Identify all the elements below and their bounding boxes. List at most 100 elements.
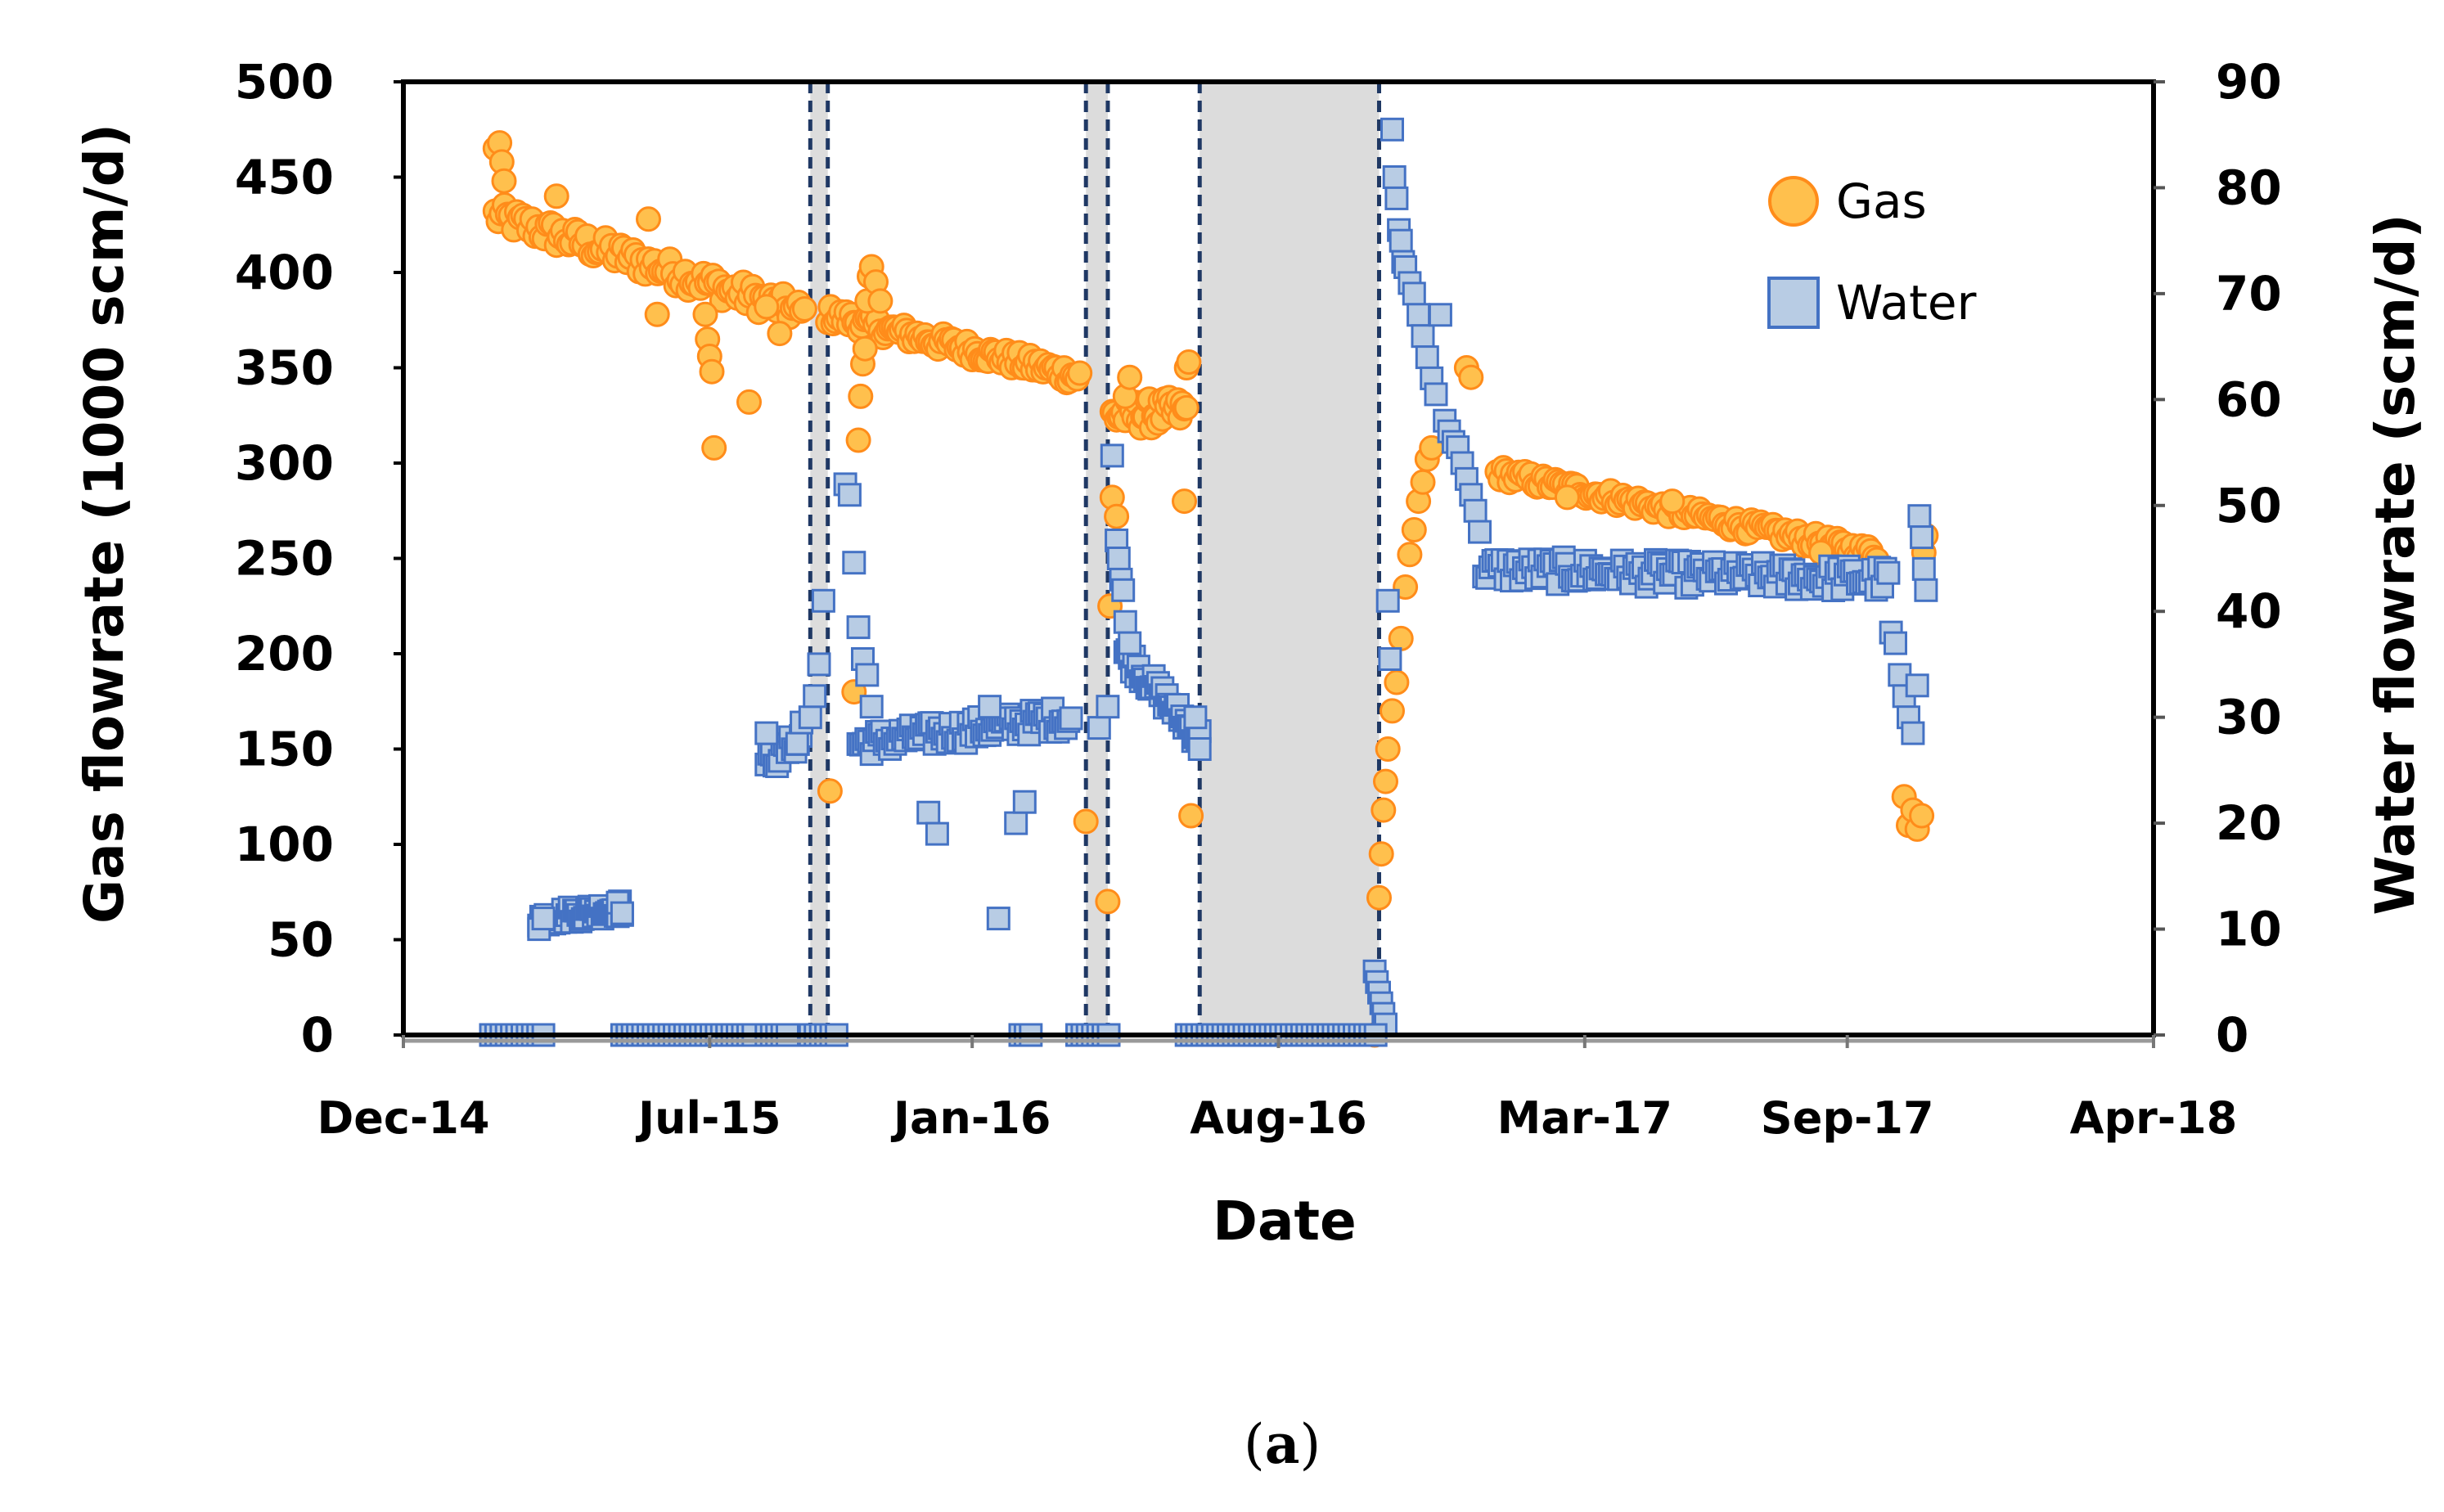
x-tick-label-Apr-18: Apr-18 [2070,1092,2238,1144]
water-point-350 [1389,228,1413,253]
gas-point-421 [1909,803,1935,829]
y-left-tick-label-350: 350 [235,340,334,396]
legend-gas-label: Gas [1836,173,1927,229]
water-point-144 [807,652,831,677]
shutdown-band-2 [1199,82,1380,1035]
water-point-357 [1415,345,1439,370]
y-right-tick-label-60: 60 [2216,371,2282,427]
water-point-204 [1187,737,1212,761]
gas-point-399 [1371,797,1397,823]
ticks-layer: 0 50 100 150 200 250 300 350 400 450 500 0 10 20 30 40 5… [235,54,2282,1144]
water-point-369 [1468,520,1492,544]
water-point-346 [1380,117,1404,142]
water-point-196 [1100,443,1124,468]
gas-point-219 [852,335,878,362]
water-point-145 [811,588,835,613]
water-point-151 [855,663,880,687]
y-left-tick-label-250: 250 [235,531,334,587]
y-left-tick-label-0: 0 [301,1007,334,1063]
gas-point-259 [1173,394,1199,421]
legend-gas-marker [1768,176,1819,227]
water-point-356 [1411,324,1435,349]
gas-point-267 [1172,488,1197,515]
y-right-tick-label-30: 30 [2216,690,2282,745]
water-point-375 [1901,721,1925,745]
gas-point-216 [845,427,871,453]
gas-point-404 [1388,625,1414,651]
legend-water-label: Water [1836,275,1977,331]
water-point-42 [610,901,634,925]
gas-point-213 [1067,360,1093,386]
water-point-344 [1375,588,1400,613]
gas-point-414 [1554,484,1580,511]
gas-point-214 [817,778,843,804]
water-point-345 [1378,647,1402,671]
y-left-tick-label-50: 50 [268,912,334,968]
water-point-198 [1106,547,1131,570]
y-right-tick-label-40: 40 [2216,583,2282,639]
water-point-355 [1407,303,1431,327]
x-tick-label-Mar-17: Mar-17 [1497,1092,1672,1144]
gas-point-407 [1401,517,1427,542]
gas-point-224 [867,288,893,314]
y-left-tick-label-150: 150 [235,722,334,777]
water-point-152 [859,695,884,719]
y-axis-left-title: Gas flowrate (1000 scm/d) [73,124,136,924]
y-left-tick-label-450: 450 [235,150,334,205]
gas-point-113 [701,434,727,461]
water-point-153 [916,800,941,825]
water-point-194 [1087,716,1111,740]
water-point-377 [1907,504,1932,529]
y-left-tick-label-300: 300 [235,435,334,491]
water-point-380 [1914,578,1938,602]
shutdown-band-0 [810,82,828,1035]
gas-point-266 [1117,364,1143,390]
y-right-tick-label-70: 70 [2216,266,2282,322]
water-point-148 [842,551,866,575]
gas-point-261 [1095,889,1121,915]
water-point-58 [785,731,809,756]
water-point-359 [1424,382,1448,407]
gas-point-409 [1410,469,1436,495]
water-point-154 [925,821,949,846]
gas-point-109 [692,301,718,327]
gas-point-116 [767,321,793,347]
y-left-tick-label-100: 100 [235,817,334,872]
water-point-360 [1428,303,1452,327]
water-point-202 [1118,631,1142,655]
shutdown-band-1 [1086,82,1108,1035]
gas-point-105 [491,168,517,194]
gas-point-403 [1384,669,1410,695]
caption-letter: a [1265,1412,1300,1476]
legend-water-marker [1767,277,1820,329]
gas-point-260 [1073,808,1099,835]
water-point-149 [846,615,871,640]
x-tick-label-Dec-14: Dec-14 [317,1092,489,1144]
water-point-347 [1382,165,1407,189]
gas-point-401 [1375,736,1401,762]
water-point-354 [1402,281,1426,306]
gas-point-397 [1366,884,1392,911]
water-point-155 [978,695,1002,719]
gas-point-112 [699,358,725,385]
x-tick-label-Jul-15: Jul-15 [635,1092,781,1144]
gas-point-398 [1368,841,1394,867]
gas-point-413 [1458,364,1484,390]
y-right-tick-label-90: 90 [2216,54,2282,110]
legend: Gas Water [1767,173,1977,331]
gas-point-106 [543,183,569,209]
water-point-158 [1012,790,1037,814]
water-point-378 [1910,525,1934,550]
gas-point-400 [1373,768,1398,794]
water-point-157 [1004,811,1028,835]
water-point-57 [754,721,779,745]
water-point-368 [1463,498,1488,523]
water-point-371 [1884,631,1907,655]
gas-point-402 [1380,698,1405,724]
water-point-156 [986,907,1010,931]
x-axis-title: Date [1213,1190,1357,1253]
gas-point-114 [736,389,762,415]
water-point-201 [1113,610,1137,634]
water-point-379 [1911,556,1936,581]
